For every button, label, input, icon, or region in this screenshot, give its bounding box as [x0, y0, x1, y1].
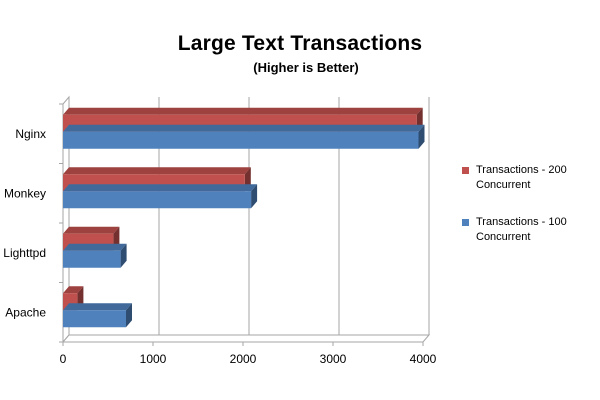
bar-top-face — [63, 184, 258, 192]
x-tick-label: 3000 — [320, 352, 347, 366]
legend: Transactions - 200 Concurrent Transactio… — [462, 163, 592, 267]
legend-swatch-200 — [462, 167, 469, 174]
labels-layer: 0 1000 2000 3000 4000 Nginx Monkey Lighttpd Apac… — [3, 127, 436, 366]
bar-top-face — [63, 107, 423, 115]
legend-label-100: Transactions - 100 Concurrent — [476, 216, 567, 243]
bar-top-face — [63, 303, 132, 311]
bar-end-face — [126, 303, 132, 328]
category-label-monkey: Monkey — [4, 186, 46, 200]
category-label-nginx: Nginx — [15, 127, 46, 141]
chart-title: Large Text Transactions — [177, 32, 423, 55]
floor — [61, 334, 431, 343]
category-label-lighttpd: Lighttpd — [3, 246, 46, 260]
category-label-apache: Apache — [5, 305, 46, 319]
bar-front-face — [63, 131, 419, 149]
bar-top-face — [63, 124, 425, 132]
bar-top-face — [63, 226, 120, 234]
bar — [63, 303, 132, 328]
legend-item-100: Transactions - 100 Concurrent — [462, 215, 592, 245]
legend-label-200: Transactions - 200 Concurrent — [476, 164, 567, 191]
bars-layer — [63, 107, 425, 328]
bar — [63, 184, 258, 209]
legend-swatch-100 — [462, 219, 469, 226]
x-tick-label: 2000 — [230, 352, 257, 366]
bar-end-face — [120, 243, 127, 268]
legend-item-200: Transactions - 200 Concurrent — [462, 163, 592, 193]
x-tick-label: 4000 — [410, 352, 437, 366]
bar-front-face — [63, 310, 126, 328]
bar — [63, 124, 425, 149]
chart-subtitle: (Higher is Better) — [253, 60, 359, 75]
bar — [63, 243, 127, 268]
bar-end-face — [251, 184, 258, 209]
bar-front-face — [63, 191, 252, 209]
axis-layer — [59, 95, 431, 346]
bar-front-face — [63, 250, 121, 268]
bar-top-face — [63, 167, 251, 175]
x-tick-label: 1000 — [140, 352, 167, 366]
x-tick-label: 0 — [60, 352, 67, 366]
bar-end-face — [418, 124, 425, 149]
bar-top-face — [63, 243, 127, 251]
bar-top-face — [63, 286, 84, 294]
